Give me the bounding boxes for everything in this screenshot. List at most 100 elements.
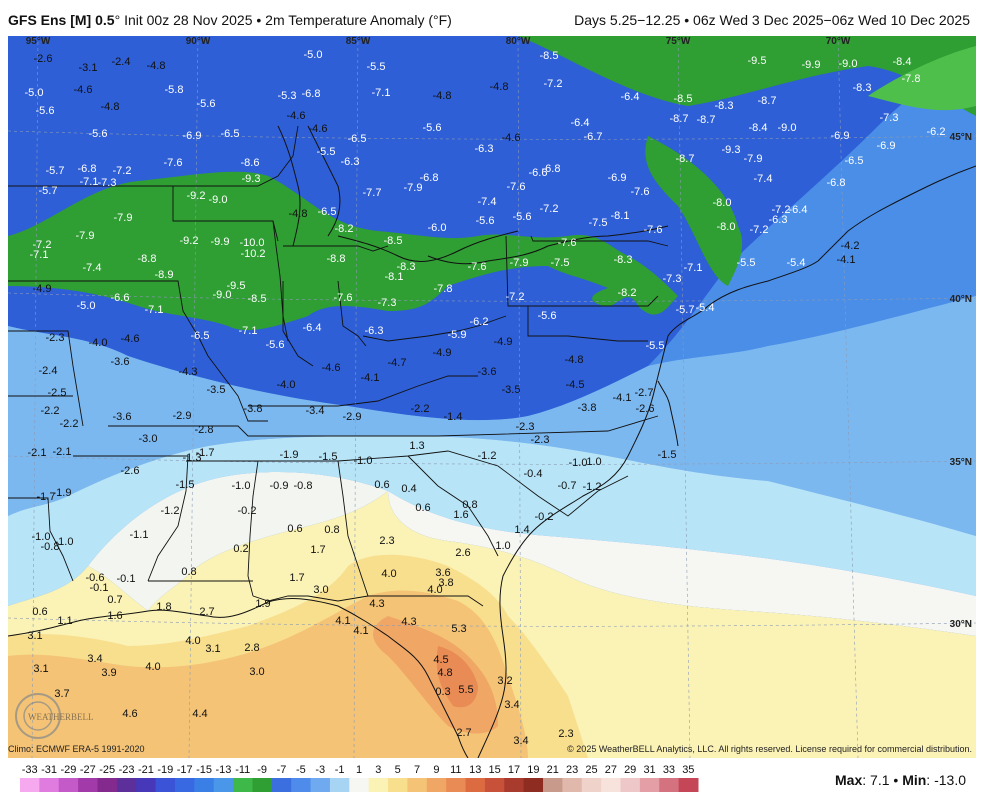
- anomaly-value: -7.2: [113, 165, 132, 177]
- colorbar-tick-label: -1: [334, 764, 345, 776]
- anomaly-value: -5.0: [77, 300, 96, 312]
- anomaly-value: -7.8: [434, 283, 453, 295]
- anomaly-value: -5.6: [538, 310, 557, 322]
- colorbar-swatch: [271, 778, 292, 792]
- colorbar-swatch: [349, 778, 370, 792]
- anomaly-value: 3.0: [249, 666, 264, 678]
- anomaly-value: 4.0: [381, 568, 396, 580]
- anomaly-value: 2.7: [199, 606, 214, 618]
- colorbar-tick-label: -27: [79, 764, 96, 776]
- anomaly-value: -3.0: [139, 433, 158, 445]
- anomaly-value: -3.4: [306, 405, 325, 417]
- anomaly-value: -7.3: [663, 273, 682, 285]
- colorbar-swatch: [543, 778, 563, 792]
- anomaly-value: -2.3: [531, 434, 550, 446]
- anomaly-value: -6.9: [183, 130, 202, 142]
- climo-note: Climo: ECMWF ERA-5 1991-2020: [8, 744, 145, 754]
- anomaly-value: -7.3: [98, 177, 117, 189]
- anomaly-value: -5.6: [513, 211, 532, 223]
- anomaly-value: -3.6: [478, 366, 497, 378]
- anomaly-value: -1.0: [232, 480, 251, 492]
- anomaly-value: -1.0: [55, 536, 74, 548]
- anomaly-value: -6.9: [831, 130, 850, 142]
- anomaly-value: -6.9: [877, 140, 896, 152]
- longitude-label: 75°W: [666, 36, 691, 47]
- anomaly-value: -5.5: [317, 146, 336, 158]
- anomaly-value: -0.8: [41, 541, 60, 553]
- colorbar-swatch: [39, 778, 60, 792]
- anomaly-value: -1.4: [444, 411, 463, 423]
- anomaly-value: -5.4: [787, 257, 806, 269]
- anomaly-value: -5.7: [39, 185, 58, 197]
- colorbar-swatch: [581, 778, 602, 792]
- anomaly-value: -6.4: [303, 322, 322, 334]
- anomaly-value: -5.5: [367, 61, 386, 73]
- anomaly-value: -1.5: [319, 451, 338, 463]
- colorbar-swatch: [659, 778, 680, 792]
- colorbar-swatches: [20, 778, 699, 792]
- anomaly-value: -1.7: [37, 491, 56, 503]
- anomaly-value: -6.5: [348, 133, 367, 145]
- colorbar-swatch: [58, 778, 79, 792]
- anomaly-value: -10.0: [239, 237, 264, 249]
- anomaly-value: 2.7: [456, 727, 471, 739]
- anomaly-value: -4.8: [565, 354, 584, 366]
- min-value: -13.0: [934, 772, 966, 788]
- anomaly-value: -8.7: [758, 95, 777, 107]
- anomaly-value: -4.9: [33, 283, 52, 295]
- colorbar-tick-label: 3: [375, 764, 382, 776]
- anomaly-value: 4.8: [437, 667, 452, 679]
- anomaly-values: -2.6-3.1 -2.4 -4.8-5.0-5.5-8.5 -9.5 -9.9 -9.0…: [25, 49, 946, 747]
- anomaly-value: -8.1: [611, 210, 630, 222]
- chart-title: GFS Ens [M] 0.5° Init 00z 28 Nov 2025 • …: [8, 12, 452, 28]
- anomaly-value: -5.0: [25, 87, 44, 99]
- anomaly-value: 3.7: [54, 688, 69, 700]
- anomaly-value: 0.7: [107, 594, 122, 606]
- anomaly-value: -3.5: [502, 384, 521, 396]
- anomaly-value: -4.6: [121, 333, 140, 345]
- anomaly-value: 0.2: [233, 543, 248, 555]
- anomaly-value: -2.4: [39, 365, 58, 377]
- anomaly-value: -4.8: [101, 101, 120, 113]
- anomaly-value: -8.4: [893, 56, 912, 68]
- colorbar-tick-label: 35: [682, 764, 695, 776]
- anomaly-value: -6.8: [302, 88, 321, 100]
- colorbar-swatch: [310, 778, 331, 792]
- anomaly-value: 0.8: [324, 524, 339, 536]
- copyright-note: © 2025 WeatherBELL Analytics, LLC. All r…: [567, 744, 972, 754]
- longitude-label: 80°W: [506, 36, 531, 47]
- anomaly-value: -5.5: [646, 340, 665, 352]
- field-green-cold: [8, 171, 678, 331]
- degree-symbol: °: [114, 12, 121, 28]
- anomaly-value: -9.0: [209, 194, 228, 206]
- anomaly-value: -7.4: [478, 196, 497, 208]
- colorbar-tick-label: -9: [257, 764, 268, 776]
- anomaly-value: -6.8: [542, 163, 561, 175]
- colorbar-tick-label: -13: [215, 764, 232, 776]
- anomaly-value: -7.1: [80, 176, 99, 188]
- anomaly-value: -7.3: [880, 112, 899, 124]
- anomaly-value: -6.6: [529, 167, 548, 179]
- anomaly-value: -8.5: [248, 293, 267, 305]
- anomaly-value: -1.9: [280, 449, 299, 461]
- anomaly-value: 0.6: [374, 479, 389, 491]
- anomaly-value: -6.4: [621, 91, 640, 103]
- anomaly-value: 5.3: [451, 623, 466, 635]
- colorbar-swatch: [252, 778, 273, 792]
- anomaly-value: 0.4: [401, 483, 416, 495]
- field-neutral-west: [88, 471, 388, 611]
- colorbar-swatch: [484, 778, 505, 792]
- anomaly-value: 3.8: [438, 577, 453, 589]
- anomaly-value: -8.8: [327, 253, 346, 265]
- anomaly-value: -7.2: [544, 78, 563, 90]
- colorbar-swatch: [233, 778, 253, 792]
- anomaly-value: -2.3: [516, 421, 535, 433]
- anomaly-value: -4.8: [289, 208, 308, 220]
- anomaly-value: -6.3: [769, 214, 788, 226]
- colorbar-tick-label: -11: [235, 764, 251, 776]
- anomaly-value: -9.3: [722, 144, 741, 156]
- anomaly-value: -4.6: [287, 110, 306, 122]
- colorbar-swatch: [174, 778, 195, 792]
- anomaly-value: -7.4: [83, 262, 102, 274]
- anomaly-value: -1.2: [583, 481, 602, 493]
